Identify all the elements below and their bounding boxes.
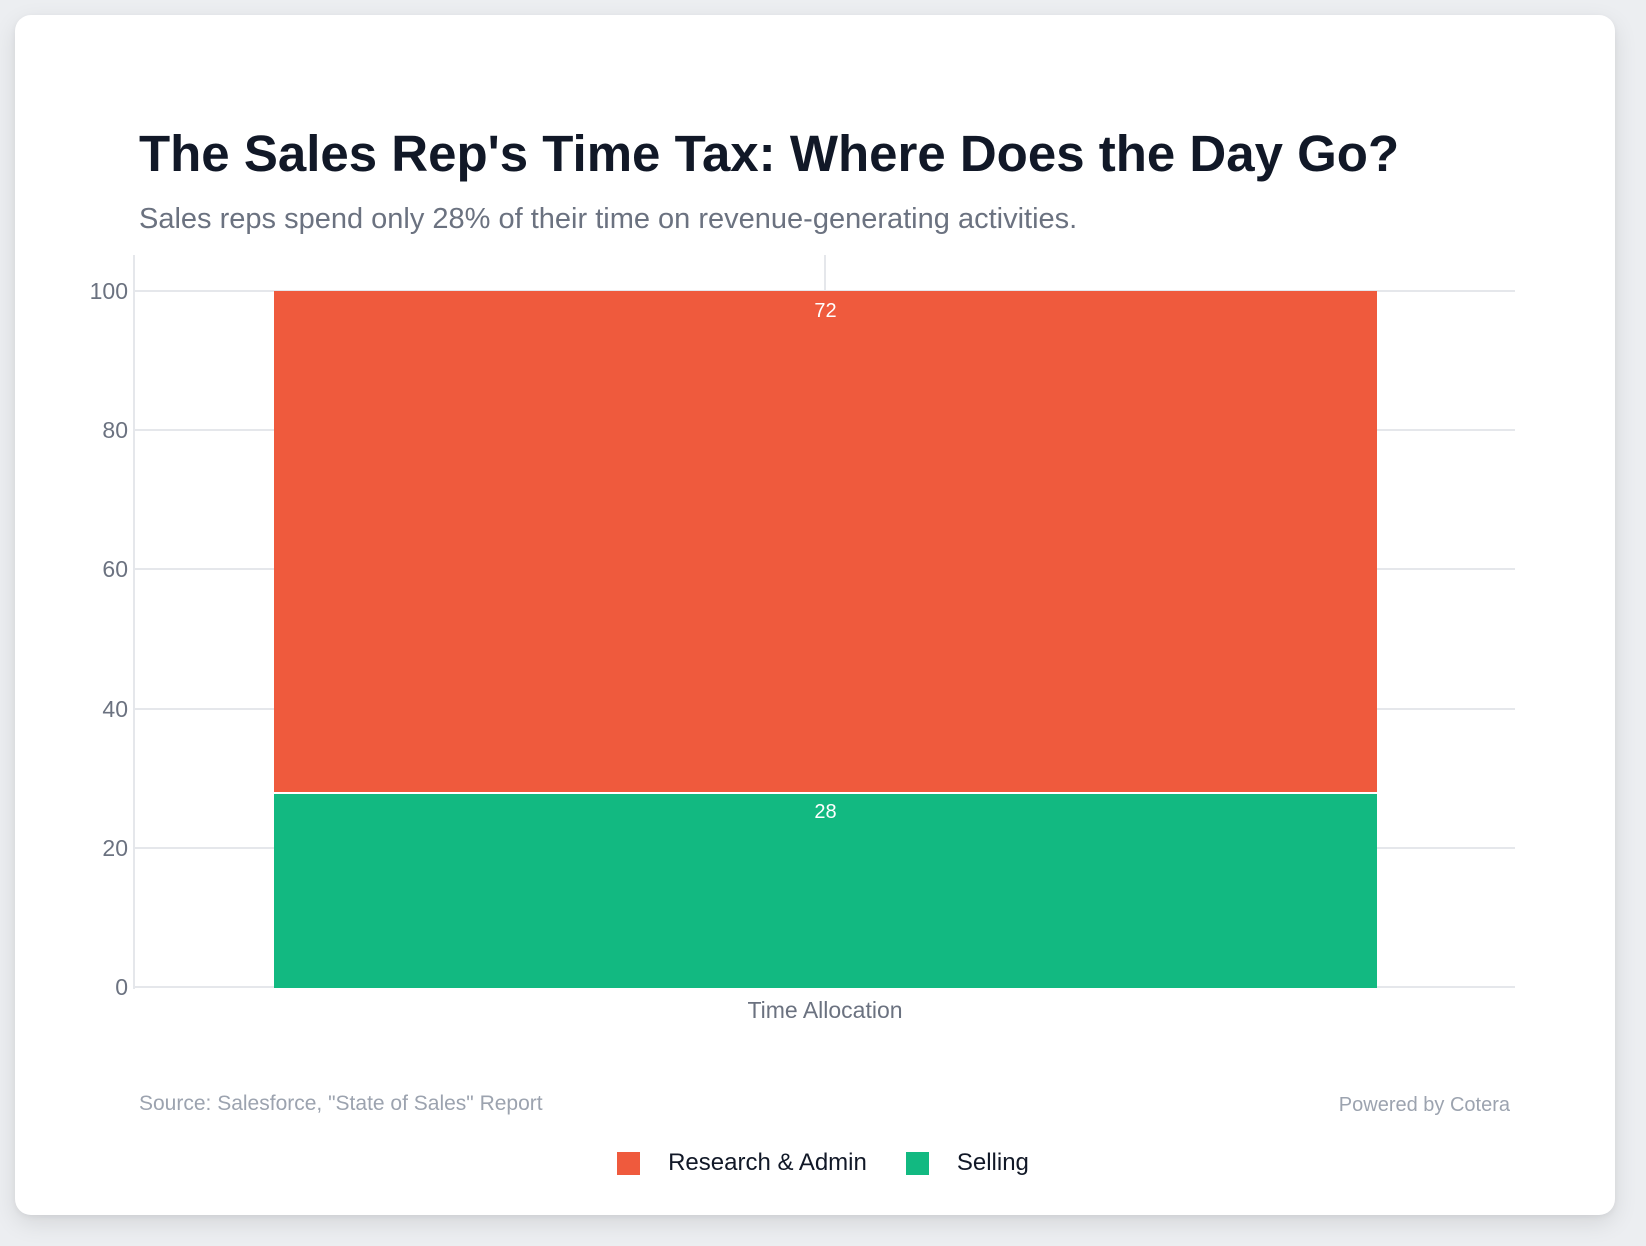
legend-label-selling: Selling xyxy=(956,1149,1029,1176)
legend-swatch-selling xyxy=(905,1151,929,1175)
source-note: Source: Salesforce, "State of Sales" Rep… xyxy=(139,1092,543,1115)
legend-swatch-research-admin xyxy=(617,1151,641,1175)
chart-card xyxy=(15,15,1615,1215)
powered-by: Powered by Cotera xyxy=(1338,1094,1510,1116)
legend: Research & Admin Selling xyxy=(0,1148,1646,1178)
legend-item-selling[interactable]: Selling xyxy=(905,1148,1029,1178)
chart-title: The Sales Rep's Time Tax: Where Does the… xyxy=(139,125,1400,182)
chart-subtitle: Sales reps spend only 28% of their time … xyxy=(139,203,1078,235)
legend-label-research-admin: Research & Admin xyxy=(668,1149,867,1176)
legend-item-research-admin[interactable]: Research & Admin xyxy=(617,1148,867,1178)
